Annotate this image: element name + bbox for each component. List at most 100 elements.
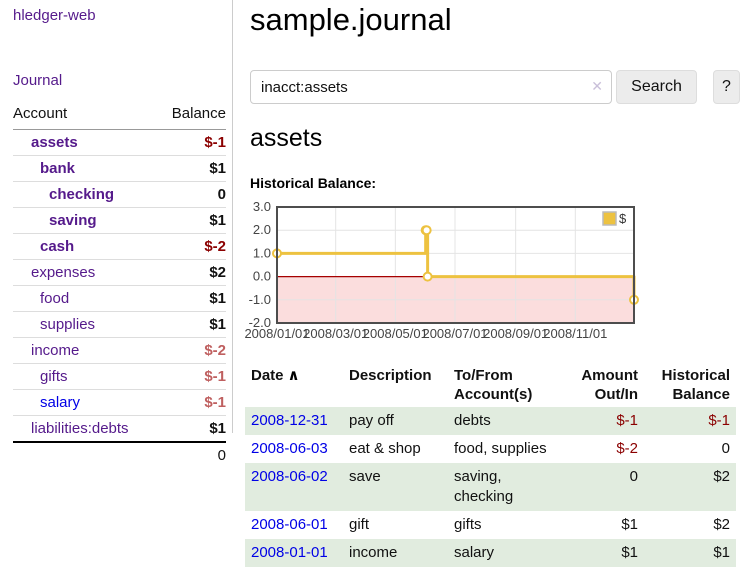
historical-balance-chart: $3.0 2.0 1.0 0.0 -1.0 -2.0 2008/01/01 2008/03/0… <box>240 195 742 347</box>
accounts-total-row: 0 <box>13 441 226 468</box>
register-header-date[interactable]: Date ∧ <box>251 367 300 384</box>
x-tick-label: 2008/03/01 <box>303 326 368 341</box>
y-tick-label: 2.0 <box>253 222 271 237</box>
account-balance: $1 <box>157 207 226 234</box>
search-bar: ✕ Search ? <box>250 70 742 104</box>
account-row: supplies $1 <box>13 311 226 338</box>
account-row: liabilities:debts $1 <box>13 416 226 443</box>
search-input[interactable] <box>250 70 612 104</box>
accounts-header-balance: Balance <box>157 105 226 130</box>
account-row: cash $-2 <box>13 233 226 260</box>
y-tick-label: -2.0 <box>249 315 271 330</box>
page-title: sample.journal <box>250 2 452 37</box>
account-balance: $1 <box>157 155 226 182</box>
transaction-amount: $1 <box>621 544 638 561</box>
transaction-date-link[interactable]: 2008-06-01 <box>251 516 328 533</box>
data-point-marker <box>422 271 433 282</box>
transaction-accounts: salary <box>454 544 495 561</box>
transaction-date-link[interactable]: 2008-12-31 <box>251 412 328 429</box>
register-header-amount: Amount Out/In <box>581 367 638 403</box>
accounts-total-spacer <box>13 441 158 468</box>
main-panel: sample.journal ✕ Search ? assets Histori… <box>240 0 742 582</box>
nav-journal-link[interactable]: Journal <box>13 72 63 89</box>
account-link[interactable]: supplies <box>40 316 96 333</box>
account-link[interactable]: expenses <box>31 264 96 281</box>
register-row: 2008-06-02 save saving, checking 0 $2 <box>245 463 736 511</box>
account-balance: $1 <box>209 420 226 437</box>
account-link[interactable]: income <box>31 342 80 359</box>
x-tick-label: 2008/07/01 <box>422 326 487 341</box>
account-balance: $-2 <box>157 337 226 364</box>
account-heading: assets <box>250 124 323 152</box>
y-tick-label: -1.0 <box>249 292 271 307</box>
account-balance: $-1 <box>157 363 226 390</box>
transaction-balance: $1 <box>713 544 730 561</box>
y-tick-label: 0.0 <box>253 269 271 284</box>
register-header-accounts: To/From Account(s) <box>454 367 533 403</box>
account-balance: $1 <box>157 311 226 338</box>
account-link[interactable]: bank <box>40 160 76 177</box>
legend-swatch <box>602 211 617 226</box>
transaction-accounts: gifts <box>454 516 482 533</box>
account-link[interactable]: checking <box>49 186 115 203</box>
transaction-date-link[interactable]: 2008-01-01 <box>251 544 328 561</box>
transaction-date-link[interactable]: 2008-06-02 <box>251 468 328 485</box>
accounts-table: Account Balance assets $-1 bank $1 check… <box>13 105 226 468</box>
transaction-description: eat & shop <box>349 440 421 457</box>
account-row: saving $1 <box>13 207 226 234</box>
account-balance: $1 <box>157 285 226 312</box>
account-row: expenses $2 <box>13 259 226 286</box>
account-row: bank $1 <box>13 155 226 182</box>
account-link[interactable]: liabilities:debts <box>31 420 129 437</box>
register-header-balance: Historical Balance <box>661 367 730 403</box>
transaction-balance: $2 <box>713 468 730 485</box>
register-header-row: Date ∧ Description To/From Account(s) Amou… <box>245 363 736 407</box>
chart-title: Historical Balance: <box>250 175 377 191</box>
transaction-balance: 0 <box>721 440 730 457</box>
transaction-amount: $-1 <box>616 412 638 429</box>
accounts-total-value: 0 <box>157 441 226 468</box>
account-balance: $-1 <box>157 129 226 156</box>
account-balance: $-1 <box>157 389 226 416</box>
x-tick-label: 2008/05/01 <box>363 326 428 341</box>
account-balance: 0 <box>157 181 226 208</box>
account-link[interactable]: gifts <box>40 368 68 385</box>
account-row: food $1 <box>13 285 226 312</box>
transaction-amount: $1 <box>621 516 638 533</box>
account-link[interactable]: cash <box>40 238 75 255</box>
register-row: 2008-12-31 pay off debts $-1 $-1 <box>245 407 736 435</box>
account-link[interactable]: salary <box>40 394 81 411</box>
plot-border <box>276 206 635 324</box>
sidebar: hledger-web Journal Account Balance asse… <box>0 0 233 468</box>
account-balance: $-2 <box>157 233 226 260</box>
account-link[interactable]: saving <box>49 212 97 229</box>
register-row: 2008-06-03 eat & shop food, supplies $-2… <box>245 435 736 463</box>
register-row: 2008-01-01 income salary $1 $1 <box>245 539 736 567</box>
transaction-description: income <box>349 544 398 561</box>
transaction-accounts: debts <box>454 412 491 429</box>
account-balance: $2 <box>157 259 226 286</box>
account-link[interactable]: food <box>40 290 70 307</box>
transaction-balance: $-1 <box>708 412 730 429</box>
help-button[interactable]: ? <box>713 70 740 104</box>
account-row: assets $-1 <box>13 129 226 156</box>
x-tick-label: 2008/11/01 <box>543 326 607 341</box>
transaction-date-link[interactable]: 2008-06-03 <box>251 440 328 457</box>
register-table: Date ∧ Description To/From Account(s) Amou… <box>245 363 736 567</box>
account-link[interactable]: assets <box>31 134 78 151</box>
clear-search-icon[interactable]: ✕ <box>591 78 603 94</box>
search-button[interactable]: Search <box>616 70 697 104</box>
transaction-description: gift <box>349 516 370 533</box>
transaction-balance: $2 <box>713 516 730 533</box>
data-point-marker <box>421 225 432 236</box>
account-row: income $-2 <box>13 337 226 364</box>
sort-asc-icon: ∧ <box>287 367 300 384</box>
y-tick-label: 3.0 <box>253 199 271 214</box>
transaction-description: pay off <box>349 412 394 429</box>
account-row: checking 0 <box>13 181 226 208</box>
register-header-description: Description <box>349 367 432 384</box>
brand-link[interactable]: hledger-web <box>13 7 96 24</box>
transaction-amount: $-2 <box>616 440 638 457</box>
account-row: gifts $-1 <box>13 363 226 390</box>
legend-label: $ <box>619 211 627 226</box>
